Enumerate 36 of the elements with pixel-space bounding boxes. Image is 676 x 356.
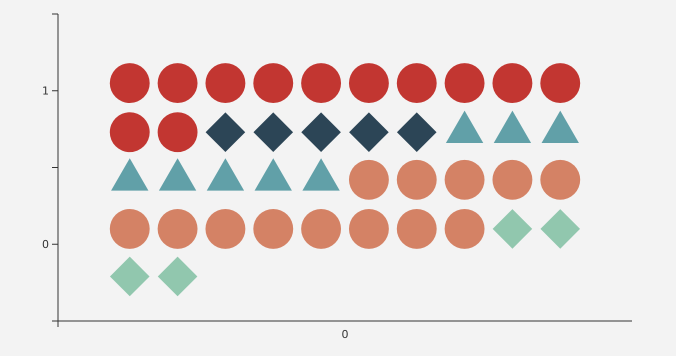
point bbox=[492, 63, 532, 103]
y-tick-label: 1 bbox=[42, 84, 49, 98]
point bbox=[348, 160, 389, 200]
point bbox=[396, 160, 437, 200]
point bbox=[158, 112, 198, 152]
text: 0 bbox=[342, 328, 348, 341]
point bbox=[253, 208, 294, 249]
point bbox=[444, 63, 485, 103]
point bbox=[205, 208, 246, 249]
point bbox=[253, 112, 294, 152]
point bbox=[158, 63, 198, 103]
point bbox=[540, 63, 580, 103]
point bbox=[492, 209, 532, 249]
point bbox=[205, 63, 246, 103]
point bbox=[348, 63, 389, 103]
point bbox=[444, 160, 485, 200]
point bbox=[540, 160, 580, 200]
point bbox=[110, 256, 150, 296]
point bbox=[349, 112, 389, 152]
point bbox=[301, 63, 342, 103]
point bbox=[396, 208, 437, 249]
point bbox=[348, 208, 389, 249]
point bbox=[110, 112, 150, 152]
point bbox=[396, 112, 437, 152]
point bbox=[206, 112, 246, 152]
point bbox=[158, 208, 198, 249]
point bbox=[492, 160, 532, 200]
point bbox=[444, 208, 485, 249]
point bbox=[396, 63, 437, 103]
point bbox=[301, 208, 342, 249]
point bbox=[158, 256, 198, 296]
point bbox=[301, 112, 341, 152]
point bbox=[110, 208, 150, 249]
point bbox=[110, 63, 150, 103]
point bbox=[253, 63, 294, 103]
point bbox=[540, 209, 580, 249]
